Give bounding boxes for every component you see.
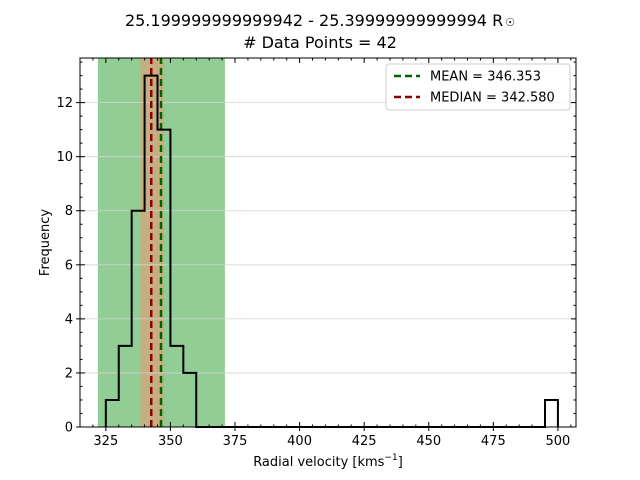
x-tick-label: 400	[287, 434, 312, 449]
x-tick-label: 375	[223, 434, 248, 449]
y-tick-label: 0	[65, 421, 73, 436]
x-axis-label-superscript: −1	[384, 453, 397, 463]
legend-box	[385, 63, 571, 111]
axis-ticks: 325 350 375 400 425 450 475 500 0 2 4 6 8 10 12	[56, 58, 576, 449]
x-tick-label: 475	[481, 434, 506, 449]
y-tick-label: 12	[56, 96, 73, 111]
y-tick-label: 6	[65, 258, 73, 273]
range-band-1	[140, 58, 164, 427]
solar-radius-symbol: ☉	[505, 16, 516, 29]
statistic-lines	[149, 58, 163, 427]
x-tick-label: 450	[416, 434, 441, 449]
x-tick-label: 350	[158, 434, 183, 449]
x-tick-label: 425	[352, 434, 377, 449]
y-tick-label: 10	[56, 150, 73, 165]
y-axis-label: Frequency	[38, 209, 53, 276]
chart-title-line-2: # Data Points = 42	[243, 33, 397, 52]
legend-label: MEDIAN = 342.580	[430, 91, 555, 106]
y-tick-label: 8	[65, 204, 73, 219]
x-tick-label: 500	[546, 434, 571, 449]
legend-label: MEAN = 346.353	[430, 70, 541, 85]
x-axis-label: Radial velocity [kms−1]	[253, 453, 403, 470]
x-tick-label: 325	[93, 434, 118, 449]
plot-area-frame	[79, 57, 577, 428]
legend: MEAN = 346.353 MEDIAN = 342.580	[385, 63, 571, 111]
x-axis-label-main: Radial velocity [kms	[253, 455, 384, 470]
x-axis-label-suffix: ]	[398, 455, 403, 470]
y-tick-label: 2	[65, 366, 73, 381]
y-tick-label: 4	[65, 312, 73, 327]
chart-title-line-1: 25.199999999999942 - 25.39999999999994 R…	[0, 11, 640, 30]
chart-title-range: 25.199999999999942 - 25.39999999999994 R	[124, 11, 504, 30]
